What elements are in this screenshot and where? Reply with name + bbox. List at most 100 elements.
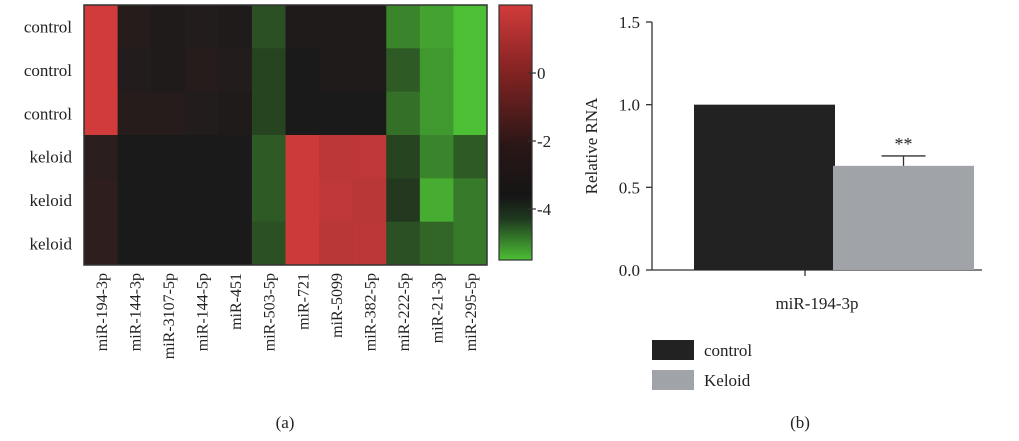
heatmap-cell [419,221,454,266]
heatmap-cell [319,135,354,179]
heatmap-cell [352,221,387,266]
heatmap-cell [117,91,152,136]
heatmap-cell [453,91,488,136]
heatmap-row-label: keloid [30,234,73,253]
heatmap-cell [453,178,488,223]
heatmap-cell [184,221,219,266]
heatmap-column-label: miR-144-5p [195,273,212,351]
heatmap-column-label: miR-3107-5p [161,273,178,359]
heatmap-cell [184,5,219,49]
heatmap-column-label: miR-721 [295,273,312,330]
colorbar-tick-label: 0 [537,64,546,83]
heatmap-cell [251,221,286,266]
heatmap-cell [151,221,186,266]
heatmap-cell [117,178,152,223]
colorbar-gradient [498,4,533,261]
heatmap-row-label: keloid [30,148,73,167]
heatmap-cell [386,48,421,93]
y-tick-label: 1.0 [619,96,640,115]
heatmap-cell [453,5,488,49]
heatmap-cell [319,91,354,136]
heatmap-cell [352,5,387,49]
heatmap-cell [319,5,354,49]
heatmap-cell [285,5,320,49]
heatmap-cell [453,48,488,93]
heatmap-cell [386,5,421,49]
legend: control Keloid [652,340,752,390]
heatmap-cell [251,178,286,223]
heatmap-cell [184,135,219,179]
heatmap-cell [386,221,421,266]
heatmap-cell [352,178,387,223]
heatmap-cell [218,221,253,266]
heatmap-column-label: miR-194-3p [94,273,111,351]
heatmap-panel: controlcontrolcontrolkeloidkeloidkeloid … [24,4,552,432]
heatmap-cell [117,5,152,49]
heatmap-column-labels: miR-194-3p miR-144-3p miR-3107-5p miR-144-5… [94,273,480,359]
heatmap-column-label: miR-144-3p [127,273,144,351]
heatmap-cell [352,48,387,93]
heatmap-cell [453,135,488,179]
heatmap-cell [319,48,354,93]
heatmap-column-label: miR-503-5p [262,273,279,351]
heatmap-cell [218,178,253,223]
panel-label-a: (a) [276,413,295,432]
heatmap-cells [84,5,488,266]
heatmap-cell [151,135,186,179]
y-tick-label: 0.0 [619,261,640,280]
heatmap-cell [218,91,253,136]
heatmap-cell [218,5,253,49]
colorbar-tick-label: -4 [537,200,552,219]
heatmap-row-label: control [24,61,72,80]
significance-annotation: ** [895,134,913,154]
heatmap-cell [251,5,286,49]
heatmap-cell [285,221,320,266]
heatmap-column-label: miR-222-5p [396,273,413,351]
heatmap-cell [319,221,354,266]
heatmap-row-label: control [24,18,72,37]
y-tick-label: 1.5 [619,13,640,32]
heatmap-cell [84,48,119,93]
legend-swatch-control [652,340,694,360]
heatmap-cell [151,48,186,93]
heatmap-cell [84,221,119,266]
heatmap-cell [453,221,488,266]
heatmap-cell [151,91,186,136]
colorbar: 0 -2 -4 [498,4,552,261]
colorbar-tick-label: -2 [537,132,551,151]
bar-chart-panel: 0.00.51.01.5 ** Relative RNA miR-194-3p … [582,13,982,432]
heatmap-cell [151,178,186,223]
heatmap-cell [84,91,119,136]
heatmap-cell [386,135,421,179]
heatmap-row-labels: control control control keloid keloid keloid [24,18,73,254]
heatmap-row-label: control [24,104,72,123]
heatmap-cell [419,91,454,136]
heatmap-cell [84,178,119,223]
y-axis-label: Relative RNA [582,97,601,195]
heatmap-cell [84,135,119,179]
heatmap-cell [285,48,320,93]
heatmap-cell [184,48,219,93]
y-tick-label: 0.5 [619,178,640,197]
heatmap-column-label: miR-382-5p [362,273,379,351]
heatmap-column-label: miR-295-5p [463,273,480,351]
heatmap-cell [419,178,454,223]
heatmap-cell [285,135,320,179]
heatmap-cell [386,91,421,136]
legend-swatch-keloid [652,370,694,390]
heatmap-column-label: miR-21-3p [430,273,447,343]
heatmap-frame [83,4,488,266]
heatmap-cell [218,135,253,179]
bar-control [694,104,835,271]
heatmap-cell [251,135,286,179]
heatmap-cell [84,5,119,49]
heatmap-cell [285,91,320,136]
heatmap-column-label: miR-5099 [329,273,346,338]
x-axis-category-label: miR-194-3p [775,294,858,313]
heatmap-cell [419,5,454,49]
heatmap-cell [419,48,454,93]
panel-label-b: (b) [790,413,810,432]
heatmap-cell [117,48,152,93]
heatmap-cell [352,135,387,179]
legend-label: control [704,341,752,360]
